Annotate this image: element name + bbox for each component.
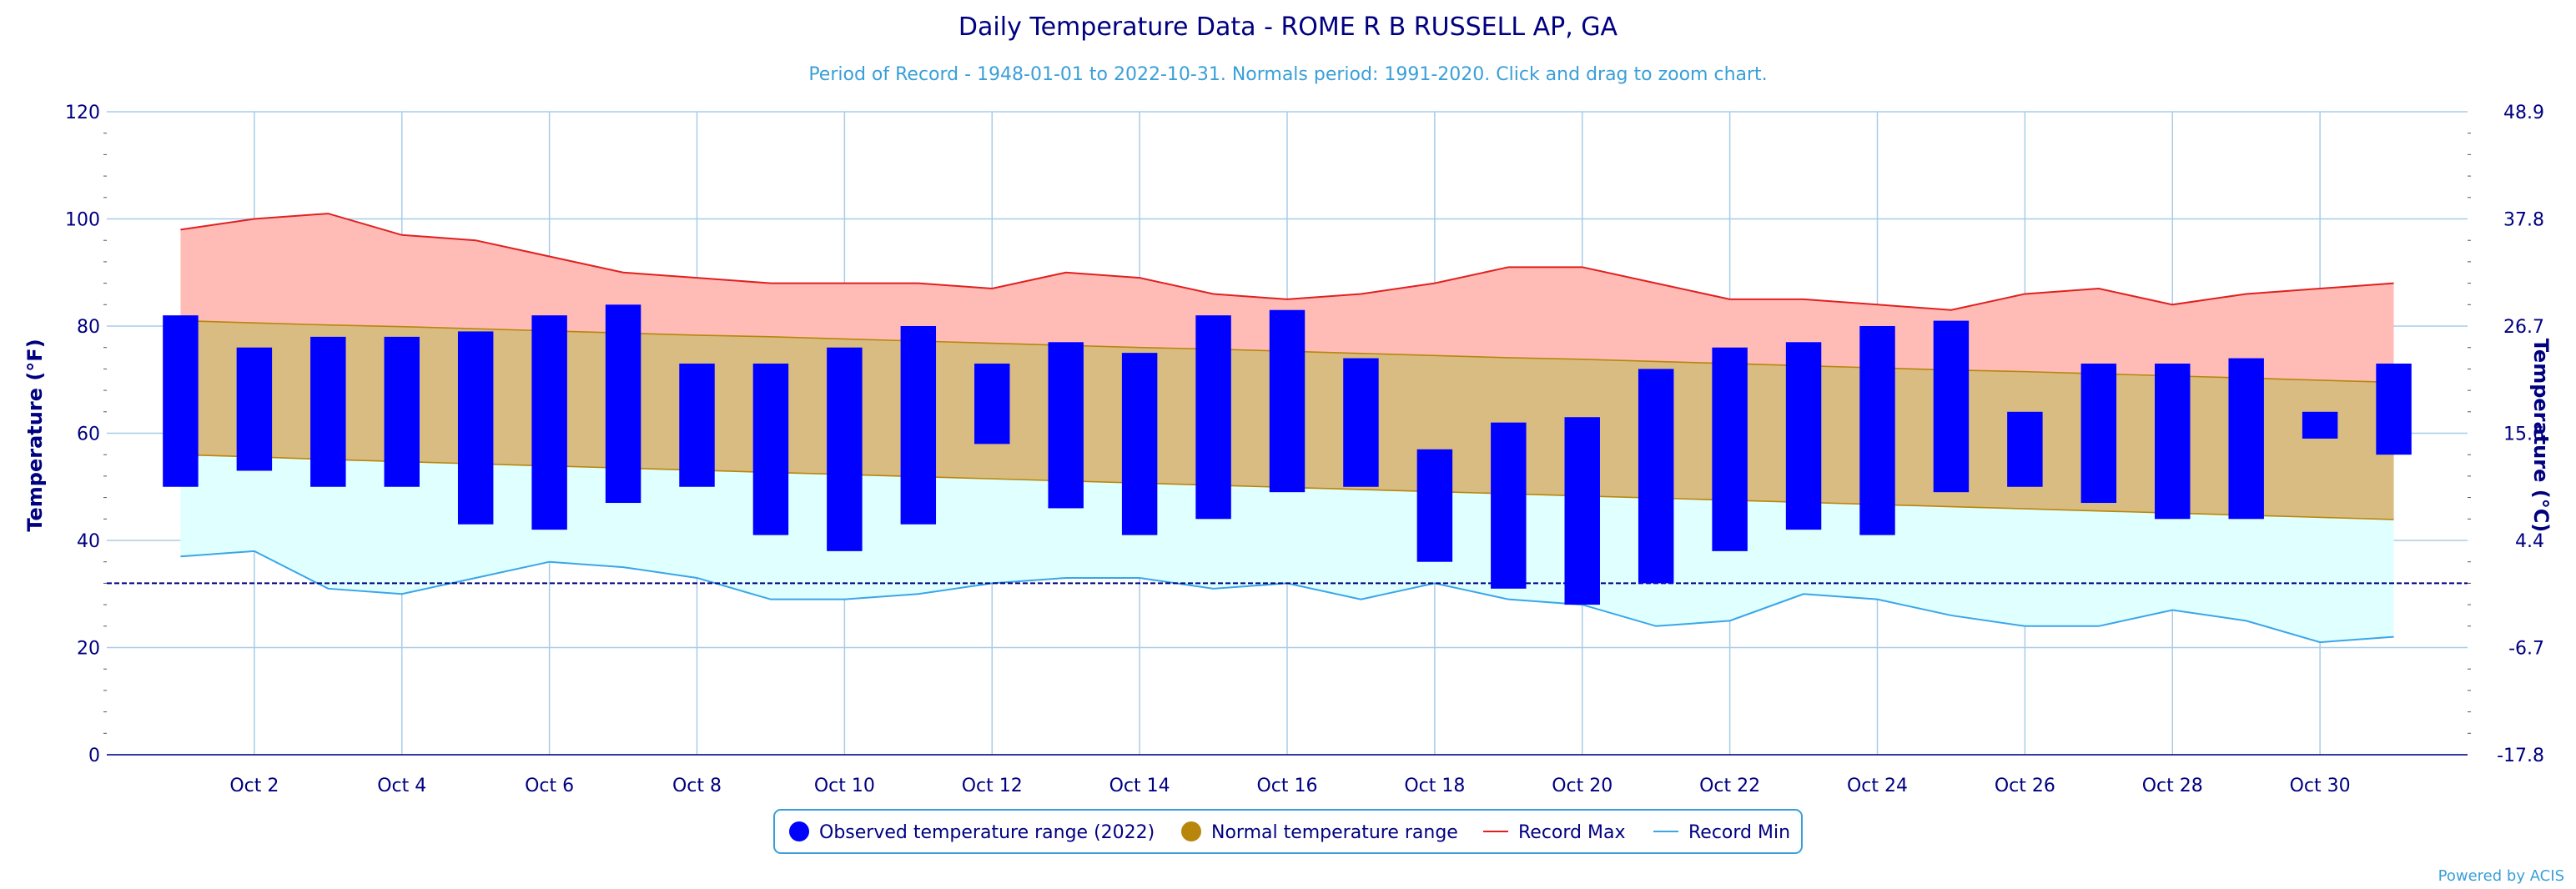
x-tick-label: Oct 2 <box>229 776 279 796</box>
x-tick-label: Oct 26 <box>1995 776 2055 796</box>
legend-record-max-label: Record Max <box>1518 822 1626 843</box>
observed-range-bar[interactable] <box>2376 363 2412 455</box>
y2-tick-label: 37.8 <box>2503 210 2544 231</box>
observed-range-bar[interactable] <box>1933 320 1970 493</box>
y-tick-label: 80 <box>77 317 100 338</box>
legend-normal-marker <box>1181 821 1201 841</box>
y-tick-label: 20 <box>77 639 100 660</box>
y-tick-label: 0 <box>88 746 100 766</box>
y2-axis-title: Temperature (°C) <box>2529 339 2553 533</box>
axes: 0 -17.8 20 -6.7 40 4.4 60 15.6 80 26.7 100 37.8 120 4… <box>65 103 2544 796</box>
x-tick-label: Oct 8 <box>672 776 722 796</box>
observed-range-bar[interactable] <box>457 331 494 525</box>
legend-item-record-min[interactable]: Record Min <box>1653 822 1790 843</box>
observed-range-bar[interactable] <box>1343 358 1379 487</box>
legend-item-observed[interactable]: Observed temperature range (2022) <box>789 821 1155 843</box>
legend[interactable]: Observed temperature range (2022) Normal… <box>773 809 1803 854</box>
observed-range-bar[interactable] <box>1564 417 1600 605</box>
observed-range-bar[interactable] <box>1712 347 1748 551</box>
observed-range-bar[interactable] <box>974 363 1010 444</box>
x-tick-label: Oct 14 <box>1109 776 1170 796</box>
y2-tick-label: -6.7 <box>2508 639 2544 660</box>
legend-normal-label: Normal temperature range <box>1211 822 1458 843</box>
x-tick-label: Oct 10 <box>814 776 875 796</box>
observed-range-bar[interactable] <box>2228 358 2264 520</box>
observed-range-bar[interactable] <box>1785 342 1822 530</box>
record-max-area <box>180 213 2394 383</box>
x-tick-label: Oct 6 <box>525 776 574 796</box>
y2-tick-label: -17.8 <box>2497 746 2544 766</box>
x-tick-label: Oct 28 <box>2142 776 2203 796</box>
legend-observed-marker <box>789 821 809 841</box>
credit-link[interactable]: Powered by ACIS <box>2438 867 2564 885</box>
y-tick-label: 100 <box>65 210 100 231</box>
observed-range-bar[interactable] <box>1048 342 1084 509</box>
legend-box <box>773 809 1803 854</box>
x-tick-label: Oct 4 <box>377 776 426 796</box>
observed-range-bar[interactable] <box>2155 363 2191 520</box>
observed-range-bar[interactable] <box>752 363 789 535</box>
observed-range-bar[interactable] <box>1416 449 1453 562</box>
legend-observed-label: Observed temperature range (2022) <box>819 822 1155 843</box>
y2-tick-label: 26.7 <box>2503 317 2544 338</box>
observed-range-bar[interactable] <box>310 336 346 487</box>
legend-record-min-label: Record Min <box>1688 822 1790 843</box>
observed-range-bar[interactable] <box>2302 411 2338 439</box>
y2-tick-label: 4.4 <box>2515 531 2544 552</box>
x-tick-label: Oct 16 <box>1256 776 1317 796</box>
plot-area[interactable] <box>107 213 2468 644</box>
y-tick-label: 120 <box>65 103 100 123</box>
record-max-line <box>180 213 2394 311</box>
observed-range-bar[interactable] <box>1491 422 1527 589</box>
x-tick-label: Oct 18 <box>1404 776 1465 796</box>
y2-tick-label: 48.9 <box>2503 103 2544 123</box>
observed-range-bar[interactable] <box>1121 353 1158 535</box>
observed-range-bar[interactable] <box>2007 411 2043 487</box>
x-tick-label: Oct 20 <box>1552 776 1613 796</box>
observed-range-bar[interactable] <box>2080 363 2117 504</box>
observed-range-bar[interactable] <box>1195 315 1231 520</box>
record-min-area <box>180 455 2394 643</box>
x-tick-label: Oct 12 <box>962 776 1023 796</box>
observed-range-bar[interactable] <box>531 315 567 530</box>
observed-range-bar[interactable] <box>679 363 715 487</box>
x-tick-label: Oct 30 <box>2290 776 2351 796</box>
y-tick-label: 40 <box>77 531 100 552</box>
observed-range-bar[interactable] <box>163 315 199 487</box>
observed-range-bar[interactable] <box>1269 309 1306 493</box>
legend-item-record-max[interactable]: Record Max <box>1483 822 1626 843</box>
y2-tick-label: 15.6 <box>2503 424 2544 445</box>
chart-subtitle: Period of Record - 1948-01-01 to 2022-10… <box>808 64 1767 85</box>
x-tick-label: Oct 24 <box>1847 776 1908 796</box>
observed-range-bar[interactable] <box>1859 326 1895 535</box>
observed-range-bar[interactable] <box>384 336 420 487</box>
y-axis-title: Temperature (°F) <box>23 339 47 531</box>
x-tick-label: Oct 22 <box>1699 776 1760 796</box>
legend-item-normal[interactable]: Normal temperature range <box>1181 821 1458 843</box>
observed-range-bar[interactable] <box>900 326 937 525</box>
chart-title: Daily Temperature Data - ROME R B RUSSEL… <box>958 13 1618 42</box>
observed-range-bar[interactable] <box>827 347 863 551</box>
y-tick-label: 60 <box>77 424 100 445</box>
observed-range-bar[interactable] <box>605 304 641 504</box>
observed-range-bar[interactable] <box>236 347 273 471</box>
observed-range-bar[interactable] <box>1638 369 1674 584</box>
